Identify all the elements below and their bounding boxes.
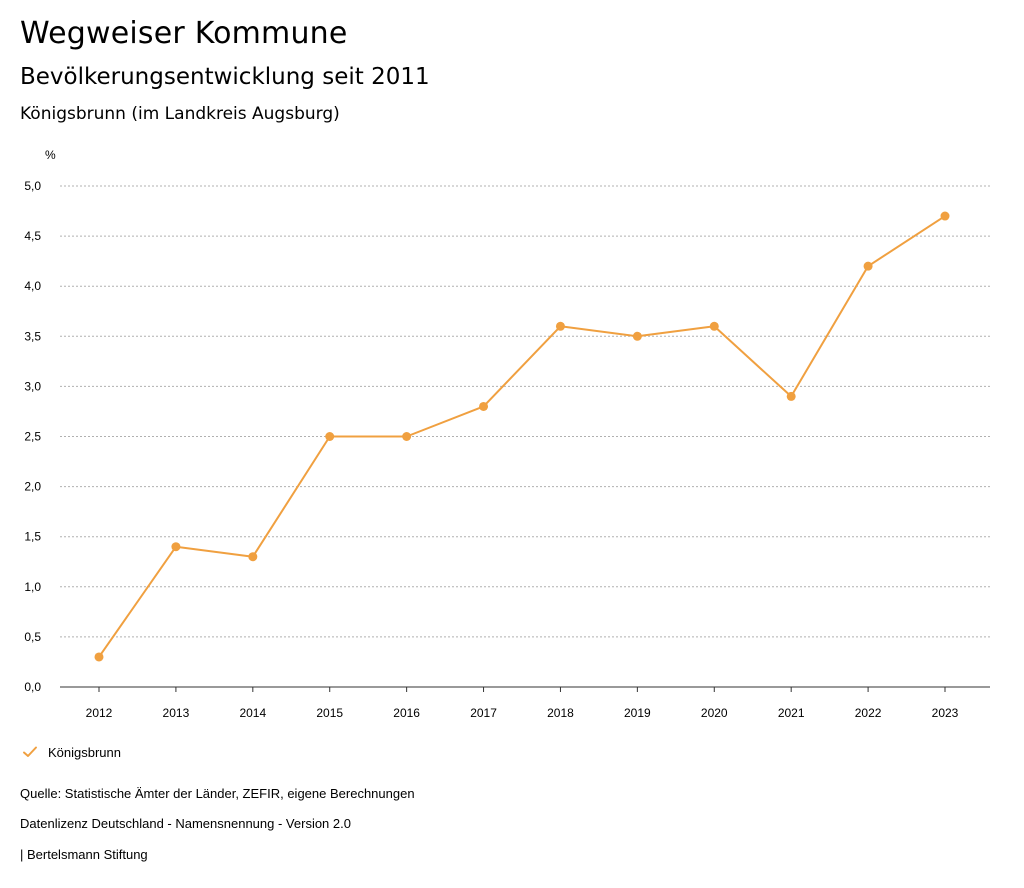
check-icon <box>23 746 37 757</box>
data-point[interactable] <box>555 321 565 331</box>
x-tick-label: 2014 <box>239 706 266 720</box>
series-line <box>98 215 946 658</box>
chart-subtitle: Bevölkerungsentwicklung seit 2011 <box>20 64 430 90</box>
y-tick-label: 1,0 <box>24 580 41 594</box>
line-chart: 0,00,51,01,52,02,53,03,54,04,55,0 2012 20… <box>24 148 990 720</box>
x-tick-label: 2019 <box>624 706 651 720</box>
x-tick-label: 2023 <box>932 706 959 720</box>
x-tick-label: 2012 <box>86 706 113 720</box>
y-tick-label: 3,0 <box>24 379 41 393</box>
data-point[interactable] <box>479 401 489 411</box>
y-tick-label: 4,0 <box>24 279 41 293</box>
x-tick-label: 2013 <box>163 706 190 720</box>
y-tick-label: 2,5 <box>24 430 41 444</box>
series-koenigsbrunn <box>94 211 950 662</box>
page-title: Wegweiser Kommune <box>20 16 348 51</box>
x-tick-label: 2016 <box>393 706 420 720</box>
data-point[interactable] <box>94 652 104 662</box>
data-point[interactable] <box>632 331 642 341</box>
y-tick-label: 0,5 <box>24 630 41 644</box>
x-tick-label: 2015 <box>316 706 343 720</box>
license-note: Datenlizenz Deutschland - Namensnennung … <box>20 816 351 831</box>
y-tick-label: 3,5 <box>24 329 41 343</box>
y-axis-label: % <box>45 148 56 162</box>
data-point[interactable] <box>171 542 181 552</box>
y-tick-label: 1,5 <box>24 530 41 544</box>
y-tick-label: 5,0 <box>24 179 41 193</box>
x-tick-label: 2018 <box>547 706 574 720</box>
data-point[interactable] <box>940 211 950 221</box>
data-point[interactable] <box>863 261 873 271</box>
x-tick-label: 2022 <box>855 706 882 720</box>
source-note: Quelle: Statistische Ämter der Länder, Z… <box>20 786 415 801</box>
x-tick-label: 2021 <box>778 706 805 720</box>
legend[interactable]: Königsbrunn <box>22 744 121 760</box>
legend-label: Königsbrunn <box>48 744 121 760</box>
data-point[interactable] <box>786 391 796 401</box>
y-tick-label: 2,0 <box>24 480 41 494</box>
data-point[interactable] <box>402 432 412 441</box>
y-tick-labels: 0,0 0,5 1,0 1,5 2,0 2,5 3,0 3,5 4,0 4,5 5,0 <box>24 179 41 694</box>
publisher-note: | Bertelsmann Stiftung <box>20 847 148 862</box>
data-point[interactable] <box>709 321 719 331</box>
y-tick-label: 4,5 <box>24 229 41 243</box>
grid-lines <box>60 185 990 688</box>
data-point[interactable] <box>248 552 258 562</box>
y-tick-label: 0,0 <box>24 680 41 694</box>
data-point[interactable] <box>325 432 335 441</box>
x-tick-label: 2017 <box>470 706 497 720</box>
x-axis: 2012 2013 2014 2015 2016 2017 2018 2019 2020 2021… <box>86 687 959 720</box>
x-tick-label: 2020 <box>701 706 728 720</box>
region-label: Königsbrunn (im Landkreis Augsburg) <box>20 104 340 124</box>
